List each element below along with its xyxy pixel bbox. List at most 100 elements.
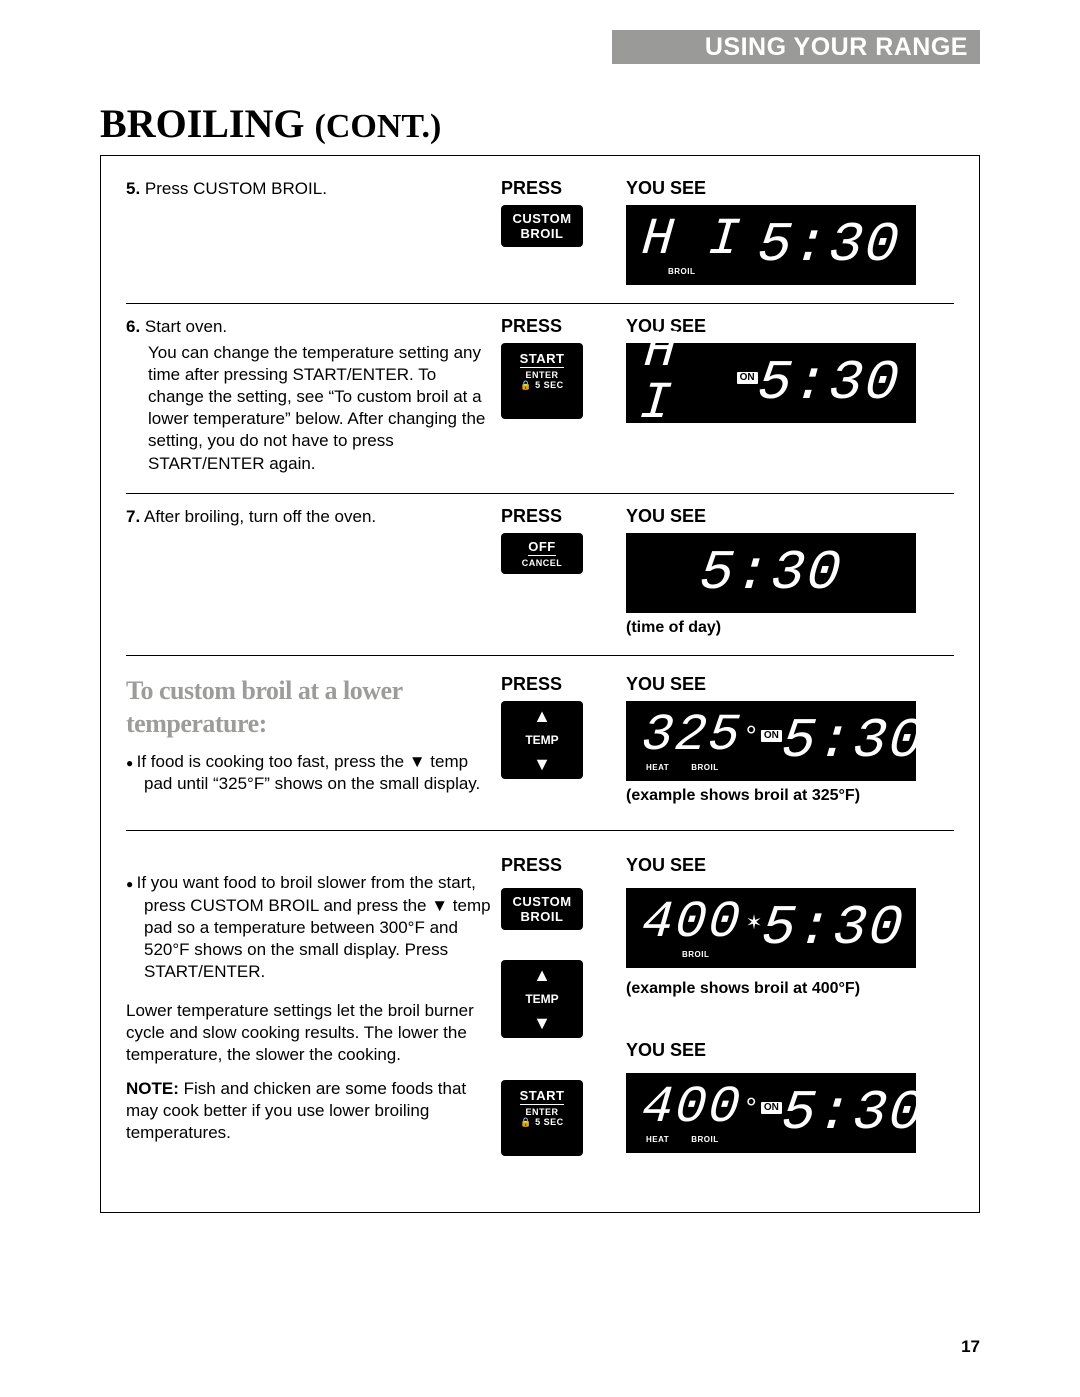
up-arrow-icon: ▲	[533, 966, 551, 984]
step-7-text: 7. After broiling, turn off the oven.	[126, 506, 491, 637]
step-6-sub: You can change the temperature setting a…	[126, 342, 491, 475]
custom-broil-row-1: To custom broil at a lower temperature: …	[126, 656, 954, 832]
sec2a-bullet: If food is cooking too fast, press the ▼…	[126, 751, 491, 795]
step-6-see-col: YOU SEE H I ON HEAT BROIL 5:30	[626, 316, 936, 475]
btn-line3: 🔒 5 SEC	[501, 1117, 583, 1128]
temp-button[interactable]: ▲ TEMP ▼	[501, 960, 583, 1038]
display-caption: (time of day)	[626, 619, 936, 637]
step-6-num: 6.	[126, 317, 140, 336]
step-6-body: Start oven.	[145, 317, 227, 336]
btn-line2: ENTER	[501, 370, 583, 380]
step-5-row: 5. Press CUSTOM BROIL. PRESS CUSTOM BROI…	[126, 166, 954, 304]
press-label: PRESS	[501, 855, 616, 876]
temp-label: TEMP	[525, 992, 558, 1006]
heading-rest: ROILING	[127, 101, 305, 146]
btn-line2: CANCEL	[501, 558, 583, 568]
display-panel: 5:30	[626, 533, 916, 613]
display-left: 325° ON HEAT BROIL	[642, 710, 782, 772]
press-label: PRESS	[501, 178, 616, 199]
display-left: H I ON HEAT BROIL	[642, 326, 758, 440]
step-5-body: Press CUSTOM BROIL.	[145, 179, 327, 198]
custom-broil-row-2: If you want food to broil slower from th…	[126, 831, 954, 1182]
on-indicator: ON	[761, 730, 782, 742]
section-tab: USING YOUR RANGE	[612, 30, 980, 64]
step-6-text: 6. Start oven. You can change the temper…	[126, 316, 491, 475]
disp-clock: 5:30	[779, 709, 927, 773]
step-5-num: 5.	[126, 179, 140, 198]
broil-indicator: BROIL	[668, 268, 695, 276]
press-label: PRESS	[501, 674, 616, 695]
step-5-see-col: YOU SEE H I BROIL 5:30	[626, 178, 936, 285]
start-enter-button[interactable]: START ENTER 🔒 5 SEC	[501, 343, 583, 419]
disp-left-text: H I	[640, 214, 744, 266]
disp-left-text: H I	[637, 326, 737, 430]
sec2b-see-col: YOU SEE 400✶ BROIL 5:30 (example shows b…	[626, 855, 936, 1164]
see-label: YOU SEE	[626, 855, 936, 876]
broil-indicator: BROIL	[691, 432, 718, 440]
sec2b-text: If you want food to broil slower from th…	[126, 855, 491, 1164]
sec2a-text: To custom broil at a lower temperature: …	[126, 674, 491, 813]
on-indicator: ON	[761, 1102, 782, 1114]
btn-line1: CUSTOM	[501, 894, 583, 909]
down-arrow-icon: ▼	[533, 1014, 551, 1032]
disp-temp: 325	[640, 710, 744, 762]
press-label: PRESS	[501, 316, 616, 337]
disp-clock: 5:30	[760, 896, 908, 960]
note-lead: NOTE:	[126, 1079, 179, 1098]
step-7-body: After broiling, turn off the oven.	[144, 507, 376, 526]
heat-indicator: HEAT	[646, 432, 669, 440]
display-left: 400° ON HEAT BROIL	[642, 1082, 782, 1144]
btn-line3: 🔒 5 SEC	[501, 380, 583, 391]
broil-indicator: BROIL	[682, 951, 709, 959]
sec2a-see-col: YOU SEE 325° ON HEAT BROIL 5:30 (e	[626, 674, 936, 813]
degree-icon: °	[746, 722, 757, 750]
btn-line2: ENTER	[501, 1107, 583, 1117]
step-7-row: 7. After broiling, turn off the oven. PR…	[126, 494, 954, 656]
display-panel: 400° ON HEAT BROIL 5:30	[626, 1073, 916, 1153]
btn-line2: BROIL	[501, 909, 583, 924]
btn-line1: START	[520, 351, 565, 368]
temp-label: TEMP	[525, 733, 558, 747]
page-heading: BROILING (CONT.)	[100, 100, 980, 147]
custom-broil-button[interactable]: CUSTOM BROIL	[501, 888, 583, 930]
temp-button[interactable]: ▲ TEMP ▼	[501, 701, 583, 779]
start-enter-button[interactable]: START ENTER 🔒 5 SEC	[501, 1080, 583, 1156]
display-caption: (example shows broil at 400°F)	[626, 980, 936, 998]
display-panel: H I ON HEAT BROIL 5:30	[626, 343, 916, 423]
sec2b-press-col: PRESS CUSTOM BROIL ▲ TEMP ▼ START ENTER …	[501, 855, 616, 1164]
step-7-press-col: PRESS OFF CANCEL	[501, 506, 616, 637]
down-arrow-icon: ▼	[533, 755, 551, 773]
display-left: H I BROIL	[642, 214, 742, 276]
disp-clock: 5:30	[755, 213, 903, 277]
see-label: YOU SEE	[626, 1040, 936, 1061]
btn-line1: OFF	[528, 539, 556, 556]
display-caption: (example shows broil at 325°F)	[626, 787, 936, 805]
step-5-text: 5. Press CUSTOM BROIL.	[126, 178, 491, 285]
display-left: 400✶ BROIL	[642, 897, 762, 959]
content-frame: 5. Press CUSTOM BROIL. PRESS CUSTOM BROI…	[100, 155, 980, 1213]
burner-icon: ✶	[746, 913, 763, 933]
sec2a-press-col: PRESS ▲ TEMP ▼	[501, 674, 616, 813]
disp-temp: 400	[640, 1082, 744, 1134]
see-label: YOU SEE	[626, 506, 936, 527]
step-6-row: 6. Start oven. You can change the temper…	[126, 304, 954, 494]
degree-icon: °	[746, 1094, 757, 1122]
heat-indicator: HEAT	[646, 1136, 669, 1144]
press-label: PRESS	[501, 506, 616, 527]
step-7-see-col: YOU SEE 5:30 (time of day)	[626, 506, 936, 637]
sec2b-bullet: If you want food to broil slower from th…	[126, 872, 491, 982]
on-indicator: ON	[737, 372, 758, 384]
section-subheading: To custom broil at a lower temperature:	[126, 674, 491, 742]
btn-line1: CUSTOM	[501, 211, 583, 226]
sec2b-para2: Lower temperature settings let the broil…	[126, 1000, 491, 1066]
heading-cont: (CONT.)	[315, 108, 442, 145]
step-6-press-col: PRESS START ENTER 🔒 5 SEC	[501, 316, 616, 475]
custom-broil-button[interactable]: CUSTOM BROIL	[501, 205, 583, 247]
step-7-num: 7.	[126, 507, 140, 526]
sec2b-note: NOTE: Fish and chicken are some foods th…	[126, 1078, 491, 1144]
broil-indicator: BROIL	[691, 1136, 718, 1144]
display-panel: 325° ON HEAT BROIL 5:30	[626, 701, 916, 781]
off-cancel-button[interactable]: OFF CANCEL	[501, 533, 583, 574]
btn-line1: START	[520, 1088, 565, 1105]
btn-line2: BROIL	[501, 226, 583, 241]
